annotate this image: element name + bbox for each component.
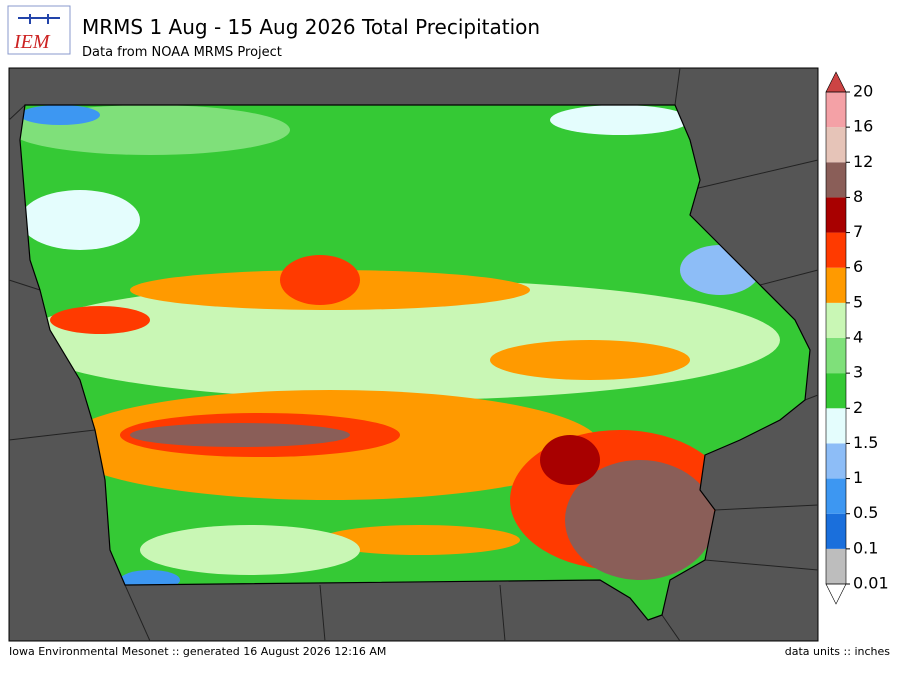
logo-text: IEM [13,31,51,53]
field-patch [20,190,140,250]
colorbar-bin [826,302,846,338]
subtitle: Data from NOAA MRMS Project [82,45,282,60]
field-patch [490,340,690,380]
colorbar-bin [826,443,846,479]
field-patch [320,525,520,555]
field-patch [140,525,360,575]
colorbar-bin [826,338,846,374]
field-patch [130,423,350,447]
field-patch [20,105,100,125]
map [8,67,819,642]
colorbar-label: 0.5 [853,503,878,522]
field-patch [50,306,150,334]
colorbar-label: 0.01 [853,574,889,593]
colorbar-label: 5 [853,292,863,311]
colorbar-over [825,71,847,93]
field-patch [565,460,715,580]
colorbar-label: 6 [853,257,863,276]
colorbar-label: 4 [853,328,863,347]
colorbar-bin [826,373,846,409]
footer-right: data units :: inches [785,645,891,658]
colorbar-label: 12 [853,152,873,171]
colorbar-label: 7 [853,222,863,241]
colorbar-label: 3 [853,363,863,382]
colorbar-bin [826,408,846,444]
colorbar-bin [826,267,846,303]
colorbar: 0.01 0.1 0.5 1 1.5 2 3 4 5 6 7 8 12 16 20 [825,71,889,605]
colorbar-under [825,583,847,605]
colorbar-label: 2 [853,398,863,417]
state-borders [8,67,819,642]
footer-left: Iowa Environmental Mesonet :: generated … [9,645,386,658]
colorbar-bin [826,513,846,549]
field-patch [550,105,690,135]
title: MRMS 1 Aug - 15 Aug 2026 Total Precipita… [82,15,540,39]
logo-icon [18,14,60,24]
colorbar-bin [826,232,846,268]
colorbar-bin [826,548,846,584]
colorbar-label: 0.1 [853,538,878,557]
logo-frame [7,5,71,55]
field-patch [280,255,360,305]
colorbar-label: 1 [853,468,863,487]
colorbar-bin [826,127,846,163]
colorbar-bin [826,197,846,233]
colorbar-label: 20 [853,82,873,101]
field-patch [540,435,600,485]
colorbar-label: 1.5 [853,433,878,452]
colorbar-bin [826,92,846,128]
iowa-outline [19,104,811,621]
colorbar-bin [826,478,846,514]
colorbar-label: 8 [853,187,863,206]
colorbar-bin [826,162,846,198]
logo: IEM [7,5,71,55]
colorbar-label: 16 [853,117,873,136]
precip-field [20,105,810,620]
